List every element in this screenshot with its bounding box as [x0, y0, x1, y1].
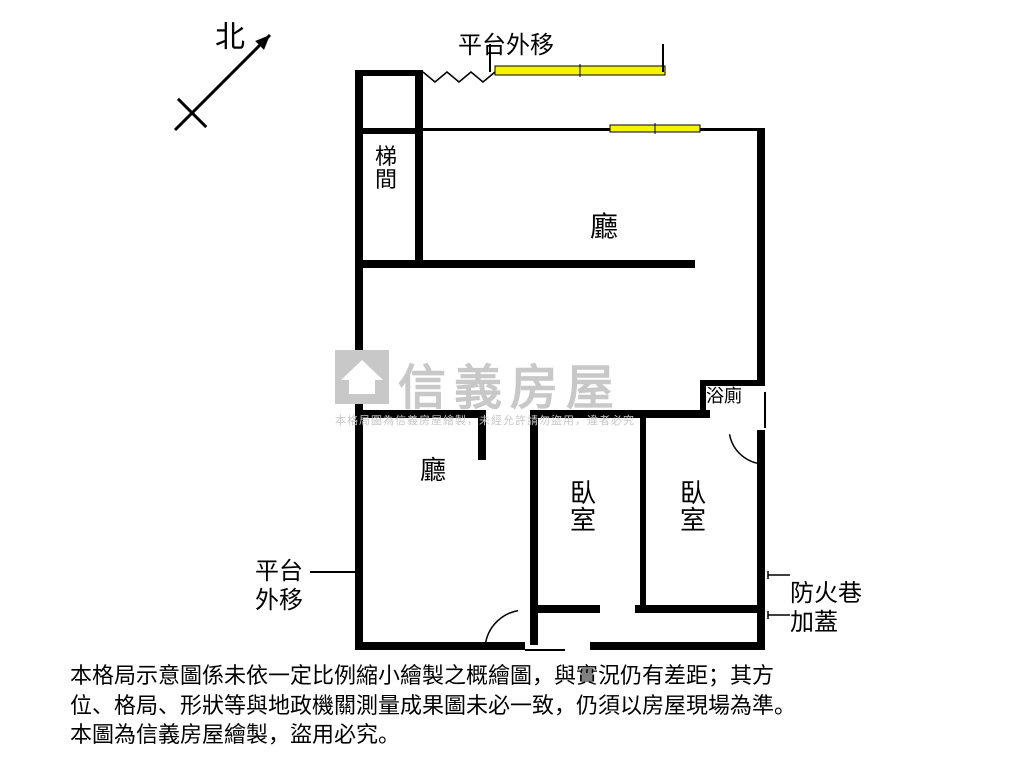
outer-label-1: 平台 外移: [255, 558, 303, 616]
disclaimer-text: 本格局示意圖係未依一定比例縮小繪製之概繪圖，與實況仍有差距；其方 位、格局、形狀…: [70, 661, 950, 750]
room-label-2: 浴廁: [706, 386, 742, 408]
outer-label-2: 防火巷 加蓋: [790, 580, 862, 638]
watermark-subtext: 本格局圖為信義房屋繪製，未經允許請勿盜用，違者必究: [335, 412, 635, 428]
watermark-text: 信義房屋: [398, 348, 622, 418]
room-label-5: 臥 室: [680, 480, 706, 535]
outer-label-0: 平台外移: [458, 32, 554, 61]
room-label-4: 臥 室: [570, 480, 596, 535]
room-label-1: 廳: [590, 210, 618, 244]
disclaimer-line2: 位、格局、形狀等與地政機關測量成果圖未必一致，仍須以房屋現場為準。: [70, 693, 796, 718]
watermark-logo: [335, 350, 389, 404]
disclaimer-line1: 本格局示意圖係未依一定比例縮小繪製之概繪圖，與實況仍有差距；其方: [70, 663, 774, 688]
room-label-3: 廳: [420, 455, 446, 486]
room-label-0: 梯 間: [375, 145, 397, 191]
disclaimer-line3: 本圖為信義房屋繪製，盜用必究。: [70, 722, 400, 747]
compass-label: 北: [215, 20, 245, 56]
